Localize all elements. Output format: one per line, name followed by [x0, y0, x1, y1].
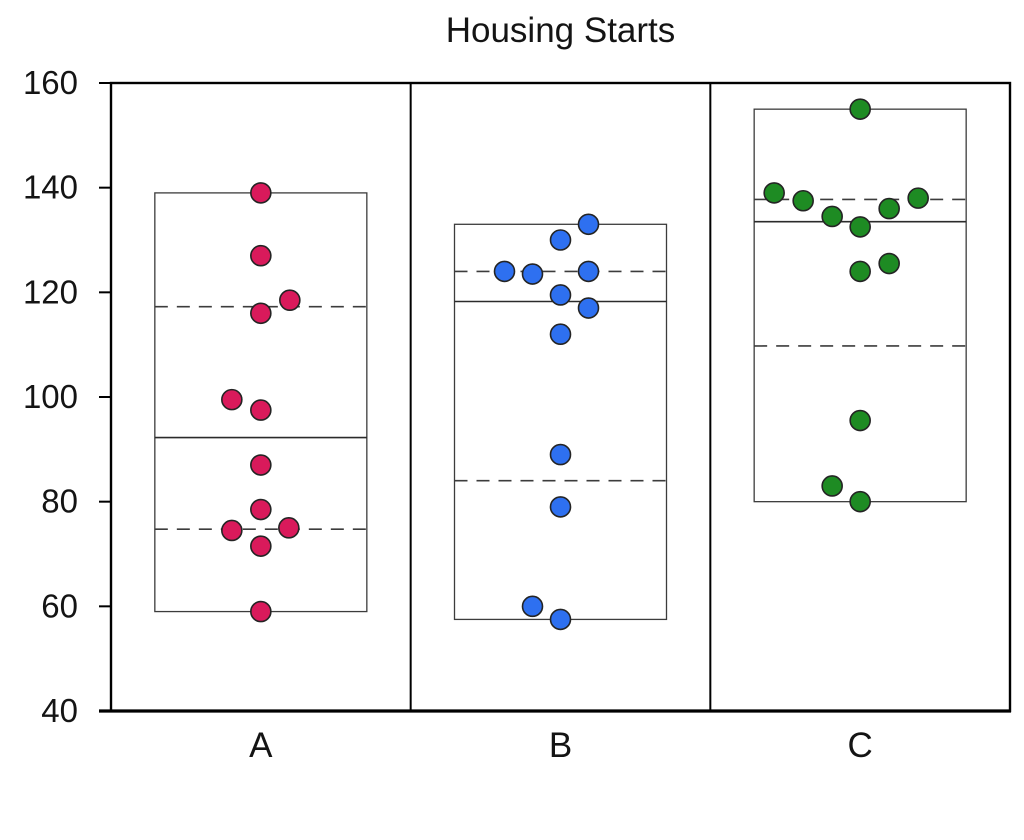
data-point-C: [878, 252, 900, 275]
chart-title: Housing Starts: [446, 11, 676, 50]
data-point-B: [549, 608, 572, 631]
data-point-C: [849, 216, 871, 238]
data-point-C: [849, 490, 871, 513]
data-point-B: [549, 496, 572, 518]
category-label-C: C: [848, 726, 873, 765]
data-point-B: [549, 443, 572, 466]
data-point-B: [549, 323, 572, 346]
data-point-A: [278, 517, 300, 539]
data-point-C: [821, 205, 843, 228]
data-point-B: [577, 213, 600, 236]
y-tick-label: 140: [23, 169, 78, 206]
data-point-B: [521, 263, 544, 285]
range-box-C: [753, 108, 967, 503]
data-point-C: [849, 260, 871, 283]
data-point-A: [250, 454, 272, 476]
data-point-C: [907, 187, 929, 209]
data-point-B: [577, 260, 600, 283]
data-point-A: [250, 302, 272, 325]
data-point-B: [521, 595, 544, 618]
y-tick-label: 80: [41, 483, 78, 520]
y-tick-label: 160: [23, 64, 78, 101]
data-point-A: [279, 289, 301, 311]
y-tick-label: 100: [23, 378, 78, 415]
data-point-C: [878, 197, 900, 220]
data-point-C: [849, 409, 871, 432]
data-point-A: [250, 244, 272, 267]
data-point-C: [849, 98, 871, 120]
data-point-C: [821, 475, 843, 497]
data-point-A: [250, 182, 272, 204]
category-label-B: B: [549, 726, 572, 765]
data-point-A: [250, 535, 272, 557]
data-point-B: [577, 297, 600, 319]
data-point-A: [250, 498, 272, 521]
y-tick-label: 60: [41, 587, 78, 624]
data-point-A: [221, 388, 243, 411]
data-point-A: [250, 399, 272, 421]
y-tick-label: 40: [41, 692, 78, 729]
data-point-B: [549, 284, 572, 306]
data-point-A: [250, 600, 272, 623]
data-point-B: [493, 260, 516, 283]
data-point-B: [549, 229, 572, 251]
data-point-A: [221, 519, 243, 542]
data-point-C: [792, 189, 814, 212]
y-tick-label: 120: [23, 273, 78, 310]
data-point-C: [763, 182, 785, 204]
range-box-B: [453, 223, 668, 621]
category-label-A: A: [249, 726, 273, 765]
